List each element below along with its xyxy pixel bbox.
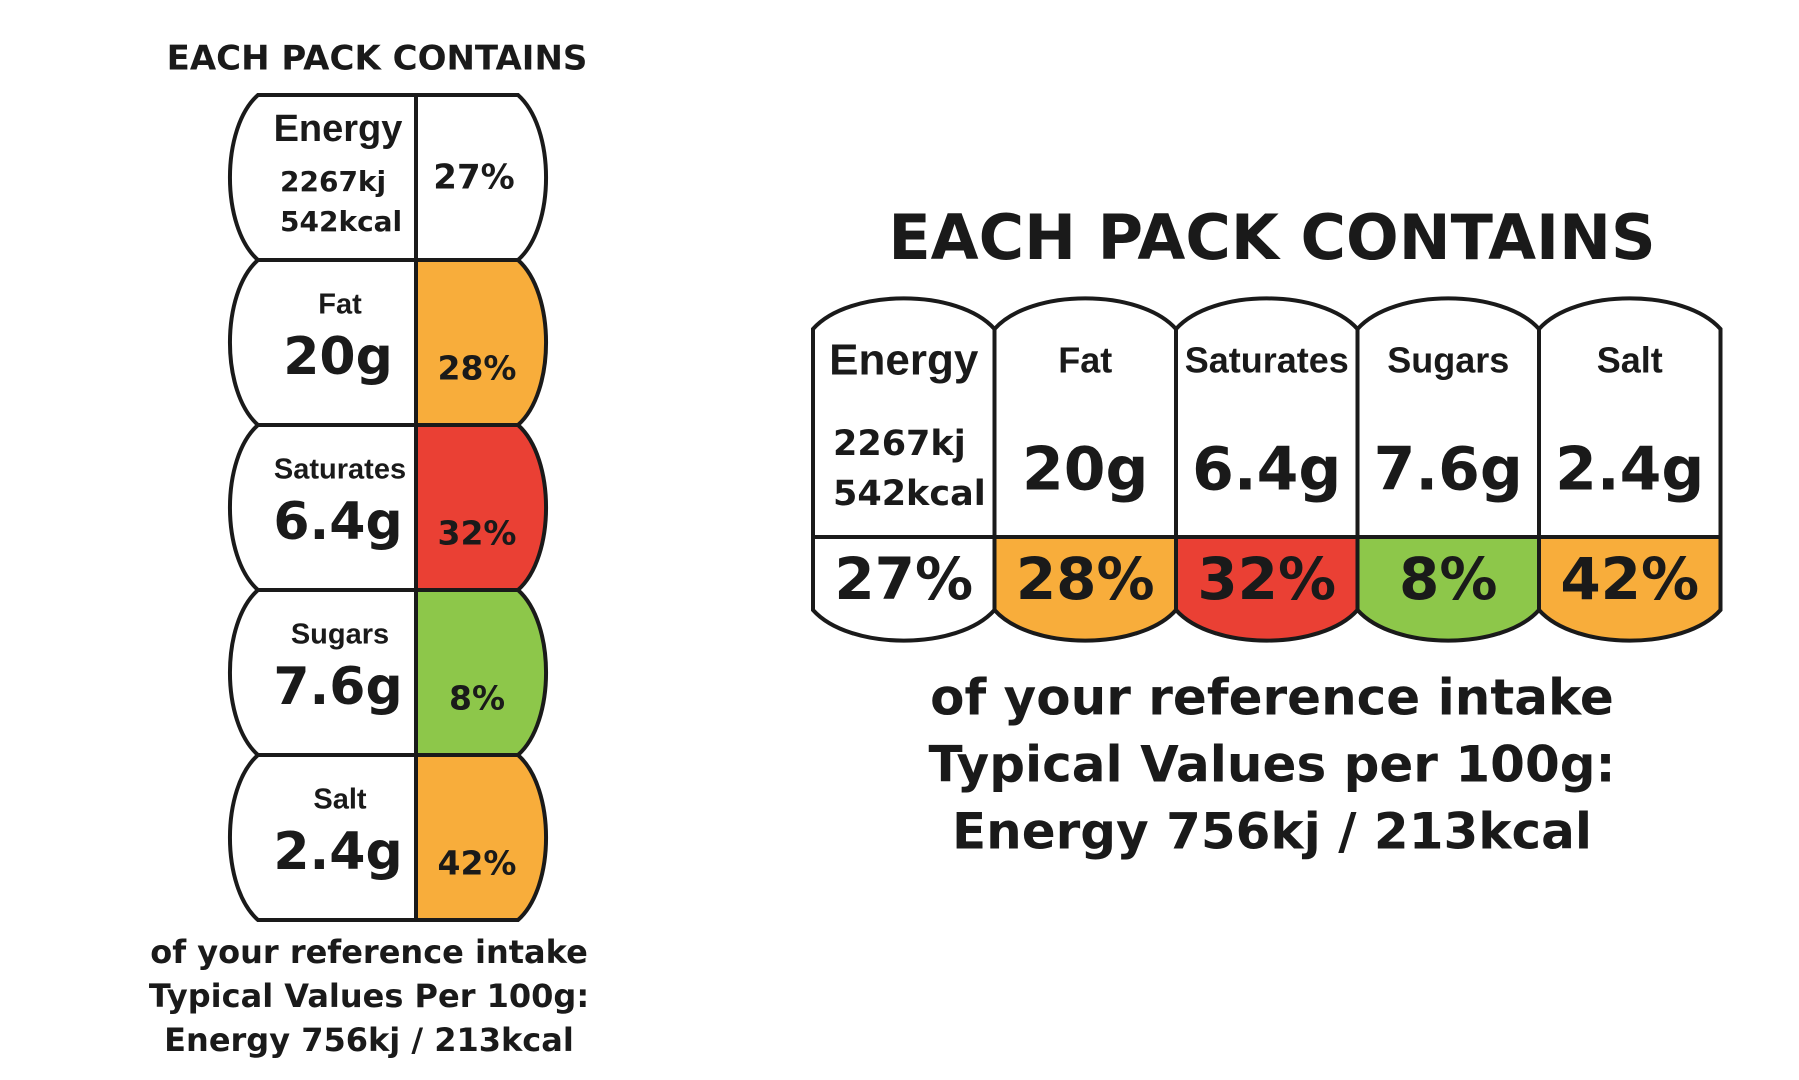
footer-line: of your reference intake (150, 933, 588, 971)
percent: 42% (438, 844, 517, 883)
cell-color (416, 590, 546, 755)
nutrient-name: Saturates (274, 454, 406, 486)
energy-kj: 2267kj (833, 424, 966, 464)
cell-color (1357, 537, 1539, 641)
amount: 2.4g (273, 822, 402, 882)
nutrient-name: Saturates (1185, 340, 1349, 381)
percent: 28% (1016, 545, 1155, 613)
energy-kcal: 542kcal (280, 205, 402, 238)
vertical-title: EACH PACK CONTAINS (167, 39, 588, 79)
cell-color (416, 260, 546, 425)
percent: 27% (834, 545, 973, 613)
amount: 6.4g (273, 492, 402, 552)
amount: 20g (1022, 435, 1148, 505)
cell-outline (1537, 296, 1723, 643)
percent: 27% (433, 158, 514, 198)
labels: Energy 2267kj 542kcal 27% Fat 20g 28% Saturates… (149, 93, 1723, 1059)
footer-line: Typical Values Per 100g: (149, 977, 589, 1015)
footer-line: of your reference intake (930, 669, 1614, 727)
cell-outline (228, 753, 548, 922)
energy-kcal: 542kcal (833, 474, 986, 514)
cell-color (416, 95, 546, 260)
footer-line: Typical Values per 100g: (928, 736, 1615, 794)
nutrient-name: Energy (274, 108, 403, 150)
cell-color (416, 425, 546, 590)
percent: 32% (438, 514, 517, 553)
amount: 2.4g (1555, 435, 1704, 505)
nutrient-name: Fat (318, 289, 362, 321)
amount: 20g (283, 327, 393, 387)
amount: 6.4g (1192, 435, 1341, 505)
cell-color (1176, 537, 1358, 641)
percent: 28% (438, 349, 517, 388)
nutrient-name: Salt (1597, 340, 1663, 381)
nutrient-name: Salt (313, 784, 367, 816)
cell-color (1539, 537, 1721, 641)
footer-line: Energy 756kj / 213kcal (952, 803, 1592, 861)
percent: 8% (449, 679, 505, 718)
nutrient-name: Fat (1058, 340, 1112, 381)
percent: 32% (1197, 545, 1336, 613)
percent: 8% (1399, 545, 1497, 613)
cell-color (416, 755, 546, 920)
cell-color (994, 537, 1176, 641)
horizontal-title: EACH PACK CONTAINS (888, 201, 1655, 274)
nutrient-name: Sugars (1387, 340, 1509, 381)
energy-kj: 2267kj (280, 165, 386, 198)
nutrient-name: Sugars (291, 619, 389, 651)
cell-color (813, 537, 995, 641)
footer-line: Energy 756kj / 213kcal (164, 1021, 574, 1059)
amount: 7.6g (1374, 435, 1523, 505)
percent: 42% (1560, 545, 1699, 613)
nutrient-name: Energy (829, 336, 979, 385)
amount: 7.6g (273, 657, 402, 717)
